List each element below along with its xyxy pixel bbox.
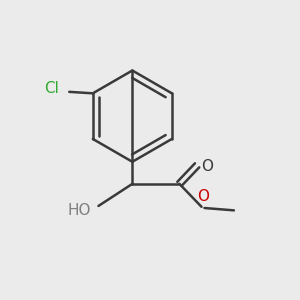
Text: O: O (197, 189, 209, 204)
Text: O: O (202, 159, 214, 174)
Text: Cl: Cl (44, 81, 59, 96)
Text: HO: HO (68, 203, 91, 218)
